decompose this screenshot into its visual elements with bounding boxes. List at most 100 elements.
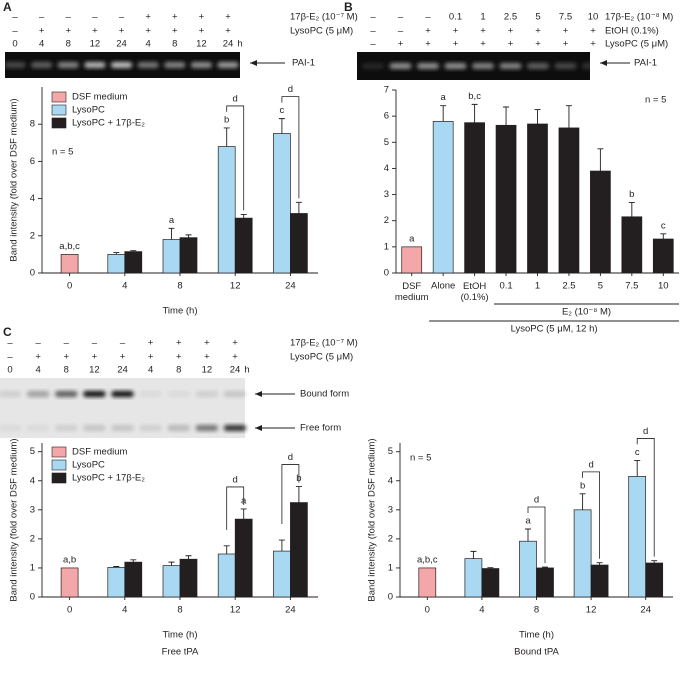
bracket-label: d	[534, 495, 539, 506]
gel-cell: +	[232, 338, 238, 349]
gel-cell: +	[120, 352, 126, 363]
error-bar	[503, 106, 510, 126]
gel-cell: –	[66, 12, 72, 23]
gel-band	[195, 391, 219, 397]
gel-band	[527, 63, 549, 69]
gel-cell: –	[92, 12, 98, 23]
gel-band	[195, 425, 219, 431]
panel-letter: A	[3, 0, 12, 14]
gel-cell: +	[145, 26, 151, 37]
bar	[464, 122, 485, 274]
gel-cell: +	[425, 26, 431, 37]
gel-cell: +	[63, 352, 69, 363]
lane-label: 8	[66, 39, 71, 50]
x-tick-label: 1	[535, 281, 540, 292]
bar	[527, 123, 548, 274]
bar	[60, 254, 79, 274]
x-tick-label: 4	[479, 605, 484, 616]
lane-label: 8	[176, 365, 181, 376]
panel-letter: C	[3, 325, 12, 339]
y-tick-label: 2	[388, 533, 393, 544]
error-bar	[628, 201, 635, 217]
lane-label: 24	[223, 39, 234, 50]
bar	[432, 121, 454, 274]
gel-cell: +	[39, 26, 45, 37]
gel-cell: +	[453, 26, 459, 37]
bar	[536, 567, 554, 598]
significance-bracket	[226, 486, 245, 530]
significance-letter: a,b,c	[417, 554, 438, 565]
significance-letter: b,c	[468, 91, 481, 102]
significance-letter: b	[224, 114, 229, 125]
bar	[590, 170, 611, 274]
x-tick-label: 24	[285, 605, 296, 616]
lane-label: 12	[196, 39, 207, 50]
gel-row-label: LysoPC (5 μM)	[290, 352, 353, 363]
y-tick-label: 2	[30, 533, 35, 544]
error-bar	[295, 201, 302, 214]
bar	[179, 558, 198, 598]
legend-swatch	[51, 117, 67, 129]
lane-label: 8	[172, 39, 177, 50]
gel-band	[444, 63, 467, 69]
gel-cell: +	[590, 26, 596, 37]
gel-cell: +	[204, 352, 210, 363]
gel-cell: +	[199, 12, 205, 23]
y-tick-label: 0	[30, 592, 35, 603]
bracket-label: d	[288, 452, 293, 463]
band-arrowhead	[600, 60, 607, 66]
error-bar	[185, 234, 192, 238]
gel-band	[362, 63, 384, 69]
significance-bracket	[636, 438, 655, 557]
gel-cell: –	[398, 12, 404, 23]
bar	[217, 553, 236, 598]
gel-cell: –	[425, 12, 431, 23]
gel-band	[26, 391, 50, 397]
y-tick-label: 8	[30, 119, 35, 130]
gel-band	[417, 63, 439, 69]
y-tick-label: 1	[388, 562, 393, 573]
y-axis-label: Band intensity (fold over DSF medium)	[367, 438, 378, 601]
y-axis-label: Band intensity (fold over DSF medium)	[9, 98, 20, 261]
panel-letter: B	[344, 0, 353, 14]
gel-band	[217, 62, 239, 68]
legend-label: DSF medium	[72, 92, 128, 103]
gel-cell: +	[232, 352, 238, 363]
gel-cell: +	[508, 26, 514, 37]
lane-label: 24	[230, 365, 241, 376]
gel-band	[57, 62, 79, 68]
gel-cell: +	[204, 338, 210, 349]
bar	[418, 567, 437, 598]
bar	[652, 238, 674, 274]
x-tick-label: EtOH (0.1%)	[461, 281, 489, 303]
group-label: LysoPC (5 μM, 12 h)	[511, 324, 598, 335]
lane-label: 4	[35, 365, 40, 376]
gel-image	[357, 52, 604, 80]
lane-label: 4	[145, 39, 150, 50]
gel-cell: –	[7, 352, 13, 363]
bar	[124, 561, 143, 598]
gel-cell: +	[563, 39, 569, 50]
y-tick-label: 6	[30, 156, 35, 167]
significance-bracket	[281, 96, 300, 199]
x-tick-label: 0.1	[499, 281, 512, 292]
gel-cell: +	[176, 352, 182, 363]
y-tick-label: 3	[30, 504, 35, 515]
x-tick-label: 0	[67, 281, 72, 292]
bar	[162, 565, 181, 598]
gel-cell: –	[119, 12, 125, 23]
legend-label: LysoPC	[72, 105, 105, 116]
gel-band	[111, 391, 134, 397]
group-label: E₂ (10⁻⁸ M)	[562, 307, 611, 318]
error-bar	[240, 508, 247, 520]
lane-label: 12	[89, 365, 100, 376]
significance-letter: a	[169, 215, 175, 226]
gel-band	[30, 62, 53, 68]
gel-band	[55, 391, 78, 397]
error-bar	[525, 528, 531, 542]
error-bar	[185, 555, 192, 560]
significance-letter: c	[280, 105, 285, 116]
gel-band	[0, 425, 22, 431]
bar	[290, 213, 308, 274]
gel-cell: –	[398, 26, 404, 37]
